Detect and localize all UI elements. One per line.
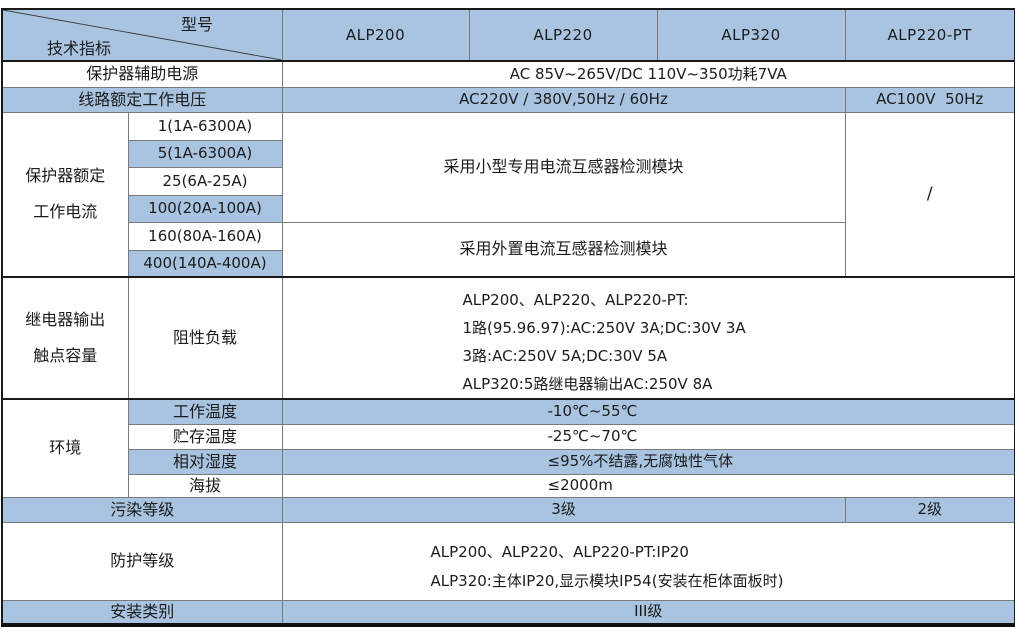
working-temp-value: -10℃~55℃ xyxy=(281,398,1015,425)
column-header-alp220pt: ALP220-PT xyxy=(844,8,1015,62)
relay-output-line4: ALP320:5路继电器输出AC:250V 8A xyxy=(462,375,713,393)
installation-value: III级 xyxy=(281,599,1015,626)
storage-temp-label: 贮存温度 xyxy=(127,423,283,450)
pollution-row: 污染等级 3级 2级 xyxy=(1,496,1015,523)
line-voltage-main-value: AC220V / 380V,50Hz / 60Hz xyxy=(281,86,846,113)
relay-output-label-line1: 继电器输出 xyxy=(25,310,106,329)
current-range-4: 100(20A-100A) xyxy=(127,194,283,223)
protection-row: 防护等级 ALP200、ALP220、ALP220-PT:IP20 ALP320… xyxy=(1,521,1015,601)
rated-current-label-line2: 工作电流 xyxy=(33,202,98,222)
column-header-alp200: ALP200 xyxy=(281,8,470,62)
relay-output-line2: 1路(95.96.97):AC:250V 3A;DC:30V 3A xyxy=(462,319,746,337)
line-voltage-label: 线路额定工作电压 xyxy=(1,86,283,113)
current-range-1: 1(1A-6300A) xyxy=(127,111,283,141)
column-header-alp320: ALP320 xyxy=(656,8,846,62)
environment-row-2: 贮存温度 -25℃~70℃ xyxy=(2,423,1015,450)
environment-row-3: 相对湿度 ≤95%不结露,无腐蚀性气体 xyxy=(2,448,1015,475)
line-voltage-pt-value: AC100V 50Hz xyxy=(844,86,1015,113)
altitude-value: ≤2000m xyxy=(281,473,1015,498)
relay-output-row: 继电器输出 触点容量 阻性负载 ALP200、ALP220、ALP220-PT:… xyxy=(1,276,1015,400)
diagonal-divider xyxy=(3,10,279,59)
ct-module-small-value: 采用小型专用电流互感器检测模块 xyxy=(281,111,846,223)
pollution-label: 污染等级 xyxy=(1,496,283,523)
pollution-pt-value: 2级 xyxy=(844,496,1015,523)
current-range-6: 400(140A-400A) xyxy=(127,249,283,278)
rated-current-row-5: 160(80A-160A) 采用外置电流互感器检测模块 xyxy=(2,221,1015,278)
relay-output-line3: 3路:AC:250V 5A;DC:30V 5A xyxy=(462,347,668,365)
spec-table: 型号 技术指标 ALP200 ALP220 ALP320 ALP220-PT 保… xyxy=(1,8,1015,627)
environment-row-4: 海拔 ≤2000m xyxy=(2,473,1015,498)
rated-current-pt-value: / xyxy=(844,111,1015,278)
aux-power-value: AC 85V~265V/DC 110V~350功耗7VA xyxy=(281,60,1015,88)
protection-line2: ALP320:主体IP20,显示模块IP54(安装在柜体面板时) xyxy=(430,572,784,590)
header-row: 型号 技术指标 ALP200 ALP220 ALP320 ALP220-PT xyxy=(1,8,1015,62)
humidity-label: 相对湿度 xyxy=(127,448,283,475)
aux-power-row: 保护器辅助电源 AC 85V~265V/DC 110V~350功耗7VA xyxy=(1,60,1015,88)
environment-row-1: 环境 工作温度 -10℃~55℃ xyxy=(1,398,1015,498)
storage-temp-value: -25℃~70℃ xyxy=(281,423,1015,450)
current-range-2: 5(1A-6300A) xyxy=(127,139,283,168)
spec-sheet-page: { "colors":{"row_blue":"#a8c4e1","frame"… xyxy=(0,8,1015,639)
relay-output-label: 继电器输出 触点容量 xyxy=(1,276,129,400)
humidity-value: ≤95%不结露,无腐蚀性气体 xyxy=(281,448,1015,475)
current-range-5: 160(80A-160A) xyxy=(127,221,283,251)
installation-label: 安装类别 xyxy=(1,599,283,626)
installation-row: 安装类别 III级 xyxy=(1,599,1015,626)
rated-current-row-2: 5(1A-6300A) xyxy=(2,139,1015,168)
protection-line1: ALP200、ALP220、ALP220-PT:IP20 xyxy=(430,543,689,561)
protection-label: 防护等级 xyxy=(1,521,283,601)
rated-current-row-3: 25(6A-25A) xyxy=(2,166,1015,196)
rated-current-row-1: 保护器额定 工作电流 1(1A-6300A) 采用小型专用电流互感器检测模块 / xyxy=(1,111,1015,278)
relay-output-line1: ALP200、ALP220、ALP220-PT: xyxy=(462,291,689,309)
relay-output-label-line2: 触点容量 xyxy=(33,346,98,365)
rated-current-row-6: 400(140A-400A) xyxy=(2,249,1015,278)
resistive-load-label: 阻性负载 xyxy=(127,276,283,400)
indicator-axis-label: 技术指标 xyxy=(47,39,112,58)
current-range-3: 25(6A-25A) xyxy=(127,166,283,196)
altitude-label: 海拔 xyxy=(127,473,283,498)
header-diagonal-cell: 型号 技术指标 xyxy=(1,8,283,62)
rated-current-row-4: 100(20A-100A) xyxy=(2,194,1015,223)
pollution-main-value: 3级 xyxy=(281,496,846,523)
model-axis-label: 型号 xyxy=(181,15,214,34)
environment-label: 环境 xyxy=(1,398,129,498)
rated-current-label: 保护器额定 工作电流 xyxy=(1,111,129,278)
ct-module-external-value: 采用外置电流互感器检测模块 xyxy=(281,221,846,278)
protection-value: ALP200、ALP220、ALP220-PT:IP20 ALP320:主体IP… xyxy=(281,521,1015,601)
line-voltage-row: 线路额定工作电压 AC220V / 380V,50Hz / 60Hz AC100… xyxy=(1,86,1015,113)
rated-current-label-line1: 保护器额定 xyxy=(25,166,106,186)
working-temp-label: 工作温度 xyxy=(127,398,283,425)
aux-power-label: 保护器辅助电源 xyxy=(1,60,283,88)
column-header-alp220: ALP220 xyxy=(468,8,658,62)
relay-output-value: ALP200、ALP220、ALP220-PT: 1路(95.96.97):AC… xyxy=(281,276,1015,400)
